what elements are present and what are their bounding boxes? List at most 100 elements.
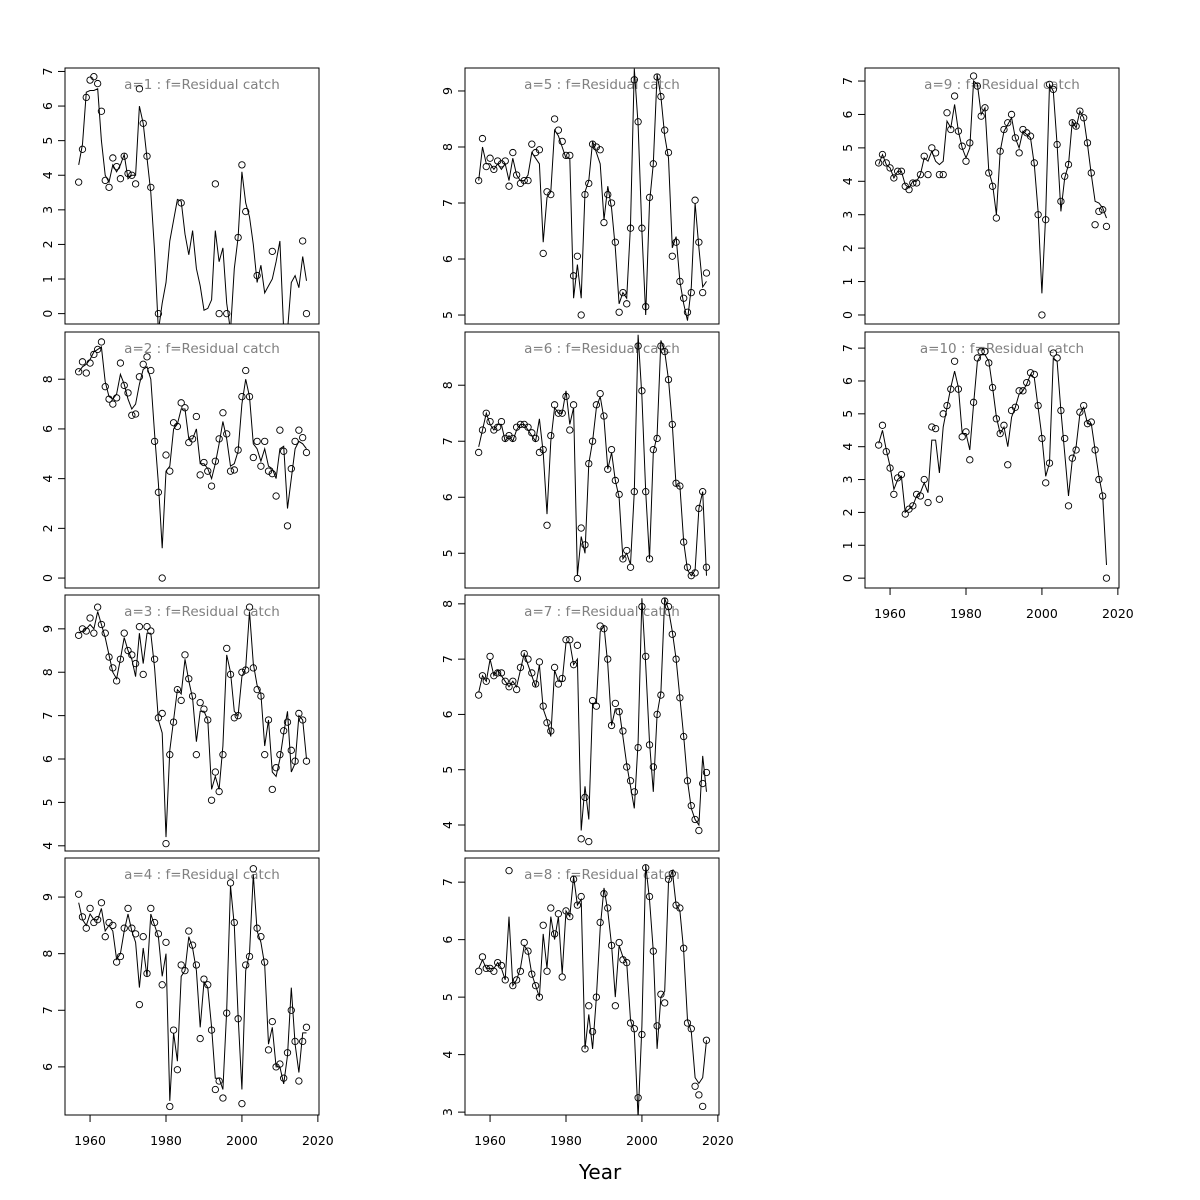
observed-point — [97, 107, 106, 115]
observed-point — [120, 924, 128, 932]
observed-point — [528, 140, 536, 148]
observed-point — [657, 990, 665, 998]
observed-point — [230, 466, 238, 474]
observed-point — [211, 768, 219, 776]
observed-point — [154, 488, 163, 496]
panel-a3: a=3 : f=Residual catch 4 5 6 7 8 9 — [40, 594, 320, 852]
observed-point — [287, 746, 295, 754]
observed-point — [177, 399, 185, 407]
observed-point — [124, 169, 132, 178]
observed-point — [653, 1022, 661, 1030]
observed-point — [577, 524, 585, 532]
observed-point — [501, 976, 509, 984]
y-tick-label: 6 — [440, 255, 455, 263]
observed-point — [566, 912, 574, 921]
observed-point — [291, 1037, 299, 1046]
observed-point — [97, 620, 106, 629]
observed-point — [604, 904, 612, 912]
x-tick-label: 1980 — [550, 1133, 582, 1148]
observed-point — [234, 233, 242, 242]
observed-point — [253, 271, 261, 280]
y-tick-label: 6 — [440, 710, 455, 718]
observed-point — [261, 958, 269, 966]
x-tick-label: 1960 — [474, 1133, 506, 1148]
observed-point — [245, 392, 254, 401]
observed-point — [943, 109, 951, 117]
observed-point — [615, 938, 623, 947]
observed-point — [1034, 211, 1042, 219]
observed-point — [894, 167, 902, 175]
observed-point — [238, 392, 246, 401]
observed-point — [634, 1094, 642, 1102]
observed-point — [539, 921, 547, 929]
observed-point — [299, 716, 307, 724]
observed-point — [147, 627, 155, 635]
observed-point — [680, 294, 688, 302]
observed-point — [185, 438, 193, 447]
x-tick-label: 1960 — [874, 606, 906, 621]
observed-point — [478, 134, 487, 143]
observed-point — [875, 159, 883, 167]
observed-point — [916, 492, 925, 500]
observed-point — [75, 178, 83, 186]
observed-point — [554, 409, 563, 417]
observed-point — [676, 904, 684, 912]
observed-point — [1102, 574, 1111, 582]
fitted-line — [478, 68, 707, 321]
observed-point — [497, 417, 506, 426]
y-tick-label: 7 — [840, 344, 855, 352]
panel-title: a=5 : f=Residual catch — [524, 77, 680, 93]
observed-point — [634, 118, 642, 126]
observed-point — [478, 953, 487, 961]
observed-point — [588, 696, 597, 705]
observed-point — [505, 683, 513, 691]
observed-point — [897, 470, 906, 479]
observed-point — [82, 627, 90, 635]
y-tick-label: 0 — [40, 310, 55, 318]
observed-point — [676, 277, 684, 286]
y-tick-label: 8 — [440, 143, 455, 151]
observed-point — [611, 238, 619, 246]
observed-point — [950, 92, 959, 100]
observed-point — [569, 401, 578, 409]
observed-point — [573, 901, 582, 909]
observed-point — [524, 655, 532, 663]
observed-point — [82, 93, 90, 102]
observed-point — [672, 238, 680, 246]
observed-point — [211, 457, 219, 465]
observed-point — [299, 433, 307, 442]
observed-point — [154, 714, 163, 722]
observed-point — [196, 1034, 204, 1043]
observed-point — [112, 394, 121, 402]
observed-point — [535, 658, 544, 666]
observed-point — [509, 981, 517, 990]
observed-point — [558, 409, 566, 417]
observed-point — [1045, 80, 1054, 89]
fitted-line — [78, 874, 307, 1101]
observed-point — [878, 421, 887, 429]
observed-point — [230, 918, 238, 927]
observed-point — [143, 969, 151, 978]
observed-point — [245, 952, 254, 961]
observed-point — [623, 763, 631, 771]
observed-point — [204, 981, 212, 989]
observed-point — [687, 1025, 695, 1033]
observed-point — [261, 751, 269, 759]
y-tick-label: 7 — [440, 199, 455, 207]
observed-point — [661, 126, 669, 134]
observed-point — [1015, 149, 1023, 157]
observed-point — [162, 839, 170, 848]
observed-point — [702, 1036, 711, 1044]
observed-point — [554, 680, 563, 688]
y-tick-label: 7 — [840, 77, 855, 85]
y-tick-label: 6 — [440, 936, 455, 944]
panel-a4: a=4 : f=Residual catch 6 7 8 9 1960 1980 2000 20… — [40, 857, 334, 1148]
y-tick-label: 4 — [440, 821, 455, 829]
observed-point — [573, 641, 582, 649]
observed-point — [302, 1023, 311, 1031]
observed-point — [535, 146, 544, 154]
observed-point — [981, 104, 989, 112]
observed-point — [581, 190, 589, 199]
observed-point — [958, 142, 966, 150]
observed-point — [875, 441, 883, 449]
